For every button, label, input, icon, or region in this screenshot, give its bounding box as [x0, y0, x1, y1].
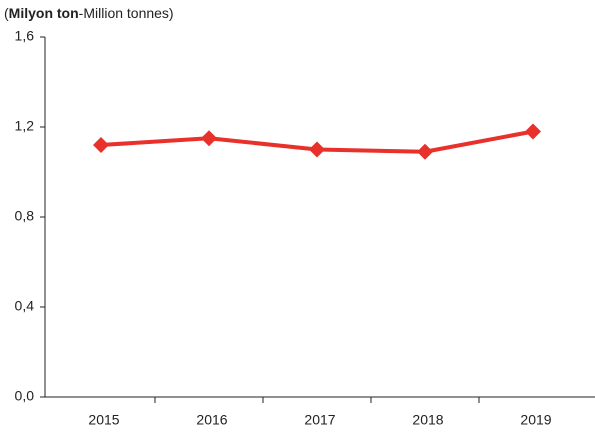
unit-rest: -Million tonnes) [79, 5, 174, 21]
unit-label: (Milyon ton-Million tonnes) [4, 5, 174, 21]
x-tick-label: 2018 [412, 412, 443, 428]
marker [417, 143, 433, 160]
unit-bold: Milyon ton [9, 5, 79, 21]
y-tick-label: 0,4 [15, 298, 35, 314]
marker [309, 141, 325, 158]
marker [201, 130, 217, 147]
x-tick-label: 2019 [520, 412, 551, 428]
y-tick-label: 0,0 [15, 388, 35, 404]
marker [93, 137, 109, 153]
x-tick-label: 2015 [88, 412, 119, 428]
x-tick-label: 2016 [196, 412, 227, 428]
x-tick-label: 2017 [304, 412, 335, 428]
y-tick-label: 1,2 [15, 118, 35, 134]
marker [525, 123, 541, 140]
unit-open: ( [4, 5, 9, 21]
y-tick-label: 0,8 [15, 208, 35, 224]
y-tick-label: 1,6 [15, 28, 35, 44]
